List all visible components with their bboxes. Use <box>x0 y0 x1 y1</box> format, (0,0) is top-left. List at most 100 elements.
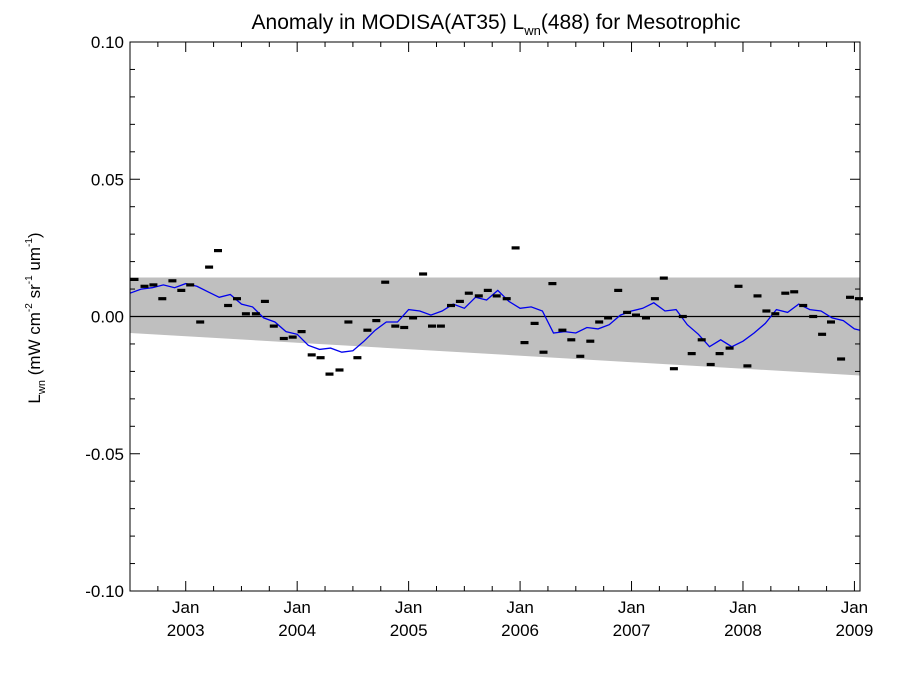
data-point <box>409 316 418 320</box>
data-point <box>799 303 808 308</box>
data-point <box>130 277 139 281</box>
ylabel-part: wn <box>36 380 48 395</box>
y-tick-label: 0.05 <box>91 170 124 189</box>
data-point <box>344 320 353 324</box>
data-point <box>837 357 846 361</box>
data-point <box>279 336 288 341</box>
data-point <box>595 320 604 324</box>
data-point <box>632 313 640 317</box>
data-point <box>205 265 214 269</box>
data-point <box>214 249 222 253</box>
y-tick-label: 0.00 <box>91 308 124 327</box>
data-point <box>725 346 734 350</box>
data-point <box>762 309 771 313</box>
data-point <box>297 330 306 334</box>
data-point <box>241 312 250 316</box>
data-point <box>391 324 400 328</box>
data-point <box>659 276 668 280</box>
data-point <box>428 324 436 328</box>
ylabel-part: -1 <box>24 238 35 247</box>
data-point <box>511 246 520 250</box>
data-point <box>818 332 827 336</box>
y-tick-label: -0.10 <box>85 582 124 601</box>
x-tick-label-month: Jan <box>729 598 756 617</box>
data-point <box>492 294 501 298</box>
data-point <box>325 372 334 376</box>
plot-area: -0.10 -0.05 0.00 0.05 0.10 Jan 2003 Jan 2004 Jan 2… <box>85 33 873 640</box>
data-point <box>419 272 428 276</box>
data-point <box>288 335 297 339</box>
ylabel-part: um <box>25 247 44 275</box>
data-point <box>260 299 269 303</box>
data-point <box>233 297 241 301</box>
data-point <box>149 283 158 287</box>
data-point <box>251 312 260 316</box>
data-point <box>316 356 325 360</box>
data-point <box>650 297 659 301</box>
x-tick-label-year: 2004 <box>278 621 316 640</box>
data-point <box>567 338 576 342</box>
x-tick-label-year: 2009 <box>836 621 874 640</box>
data-point <box>436 324 445 328</box>
y-tick-label: 0.10 <box>91 33 124 52</box>
ylabel-part: L <box>25 394 44 403</box>
ylabel-part: (mW cm <box>25 312 44 380</box>
data-point <box>576 354 585 358</box>
chart-title-subscript: wn <box>523 23 541 38</box>
data-point <box>224 303 233 308</box>
x-tick-label-month: Jan <box>618 598 645 617</box>
data-point <box>177 288 186 292</box>
running-mean-line <box>129 282 861 353</box>
chart-title-rest: (488) for Mesotrophic <box>541 11 741 34</box>
data-point <box>363 328 372 332</box>
data-point <box>400 325 409 330</box>
data-point <box>790 290 799 294</box>
data-point <box>474 294 483 298</box>
data-point <box>186 283 195 287</box>
data-point <box>269 324 278 328</box>
data-point <box>558 328 567 332</box>
data-point <box>372 319 381 323</box>
x-tick-label-year: 2005 <box>390 621 428 640</box>
data-point <box>520 341 529 345</box>
data-point <box>669 367 678 371</box>
data-point <box>530 321 539 325</box>
data-point <box>614 288 623 292</box>
ylabel-part: ) <box>25 232 44 238</box>
data-point <box>158 297 167 301</box>
data-point <box>706 362 715 367</box>
data-point <box>483 288 492 292</box>
x-tick-label-year: 2006 <box>501 621 539 640</box>
data-point <box>307 353 316 357</box>
x-tick-label-month: Jan <box>172 598 199 617</box>
x-tick-label-month: Jan <box>506 598 533 617</box>
data-point <box>196 320 205 324</box>
x-tick-label-year: 2008 <box>724 621 762 640</box>
data-point <box>464 291 473 295</box>
data-point <box>447 303 455 308</box>
chart-title-main: Anomaly in MODISA(AT35) L <box>252 11 525 34</box>
ylabel-part: -1 <box>24 275 35 284</box>
data-point <box>586 339 595 343</box>
data-point <box>623 310 632 314</box>
data-point <box>539 350 548 354</box>
data-point <box>548 282 557 286</box>
data-point <box>697 338 706 342</box>
data-point <box>743 364 752 368</box>
data-point <box>381 280 390 284</box>
data-point <box>771 312 780 316</box>
x-tick-label-year: 2003 <box>167 621 205 640</box>
data-point <box>809 314 818 319</box>
y-tick-label: -0.05 <box>85 445 124 464</box>
data-point <box>687 352 696 356</box>
data-point <box>502 297 511 301</box>
data-point <box>353 356 362 360</box>
data-point <box>827 320 835 324</box>
x-tick-label-month: Jan <box>841 598 868 617</box>
data-point <box>642 316 650 320</box>
uncertainty-band <box>130 277 860 376</box>
data-point <box>734 284 743 288</box>
data-point <box>854 297 863 301</box>
data-point <box>604 316 613 320</box>
